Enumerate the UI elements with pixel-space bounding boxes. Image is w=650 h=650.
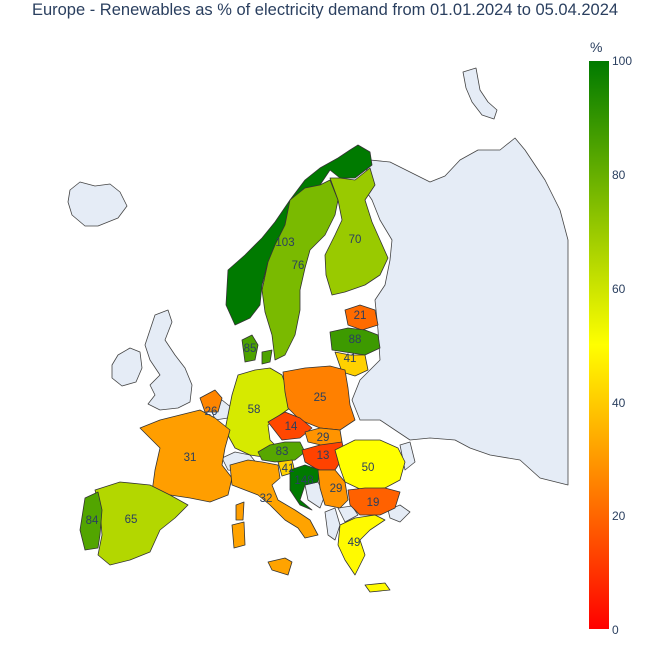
country-bulgaria[interactable] [347, 487, 401, 516]
colorbar-tick-40: 40 [612, 396, 626, 410]
value-label-si: 41 [282, 463, 295, 475]
value-label-rs: 29 [330, 483, 343, 495]
country-greece[interactable] [337, 514, 386, 576]
chart-title: Europe - Renewables as % of electricity … [31, 1, 619, 19]
value-label-pl: 25 [314, 392, 327, 404]
value-label-ee: 21 [354, 310, 367, 322]
country-estonia[interactable] [344, 304, 379, 331]
colorbar-tick-0: 0 [612, 623, 619, 637]
value-label-it: 32 [260, 493, 273, 505]
colorbar-tick-100: 100 [612, 54, 632, 68]
country-uk[interactable] [144, 309, 193, 411]
country-italy-sardinia[interactable] [231, 521, 246, 549]
country-france-corsica[interactable] [235, 501, 245, 521]
country-croatia[interactable] [289, 464, 321, 511]
value-label-es: 65 [125, 514, 138, 526]
country-iceland[interactable] [67, 181, 128, 227]
country-macedonia[interactable] [337, 505, 359, 523]
value-label-cz: 14 [285, 421, 298, 433]
country-portugal[interactable] [79, 491, 103, 551]
country-poland[interactable] [282, 365, 356, 431]
country-spain[interactable] [94, 481, 189, 566]
country-turkey[interactable] [387, 504, 411, 523]
country-ireland[interactable] [111, 347, 143, 387]
country-germany[interactable] [224, 367, 291, 459]
value-label-de: 58 [248, 404, 261, 416]
value-label-hr: 148 [294, 475, 313, 487]
value-label-hu: 13 [317, 450, 330, 462]
colorbar-title: % [590, 39, 602, 55]
value-label-bg: 19 [367, 497, 380, 509]
value-label-ro: 50 [362, 462, 375, 474]
country-serbia[interactable] [317, 469, 349, 509]
colorbar-tick-60: 60 [612, 282, 626, 296]
value-label-lt: 41 [344, 353, 357, 365]
country-finland[interactable] [324, 167, 389, 296]
value-label-pt: 84 [86, 515, 99, 527]
country-romania[interactable] [334, 439, 406, 491]
value-label-no: 103 [275, 237, 294, 249]
value-label-sk: 29 [317, 432, 330, 444]
colorbar [589, 61, 609, 629]
country-sweden[interactable] [261, 179, 339, 361]
value-label-lv: 88 [349, 334, 362, 346]
country-russia[interactable] [351, 137, 569, 486]
country-latvia[interactable] [329, 327, 381, 356]
country-denmark[interactable] [241, 334, 259, 363]
value-label-at: 83 [276, 446, 289, 458]
colorbar-tick-20: 20 [612, 509, 626, 523]
country-netherlands[interactable] [199, 389, 223, 413]
value-label-nl: 26 [205, 406, 218, 418]
country-italy[interactable] [229, 459, 319, 539]
colorbar-tick-80: 80 [612, 168, 626, 182]
country-albania[interactable] [324, 507, 341, 541]
country-czechia[interactable] [267, 411, 313, 441]
country-greece-crete[interactable] [364, 582, 391, 593]
country-italy-sicily[interactable] [267, 557, 293, 576]
value-label-dk: 85 [244, 343, 257, 355]
value-label-fr: 31 [184, 452, 197, 464]
value-label-fi: 70 [349, 234, 362, 246]
value-label-gr: 49 [348, 537, 361, 549]
value-label-se: 76 [292, 260, 305, 272]
country-denmark-islands[interactable] [261, 349, 273, 365]
island-novaya-zemlya[interactable] [462, 67, 498, 120]
